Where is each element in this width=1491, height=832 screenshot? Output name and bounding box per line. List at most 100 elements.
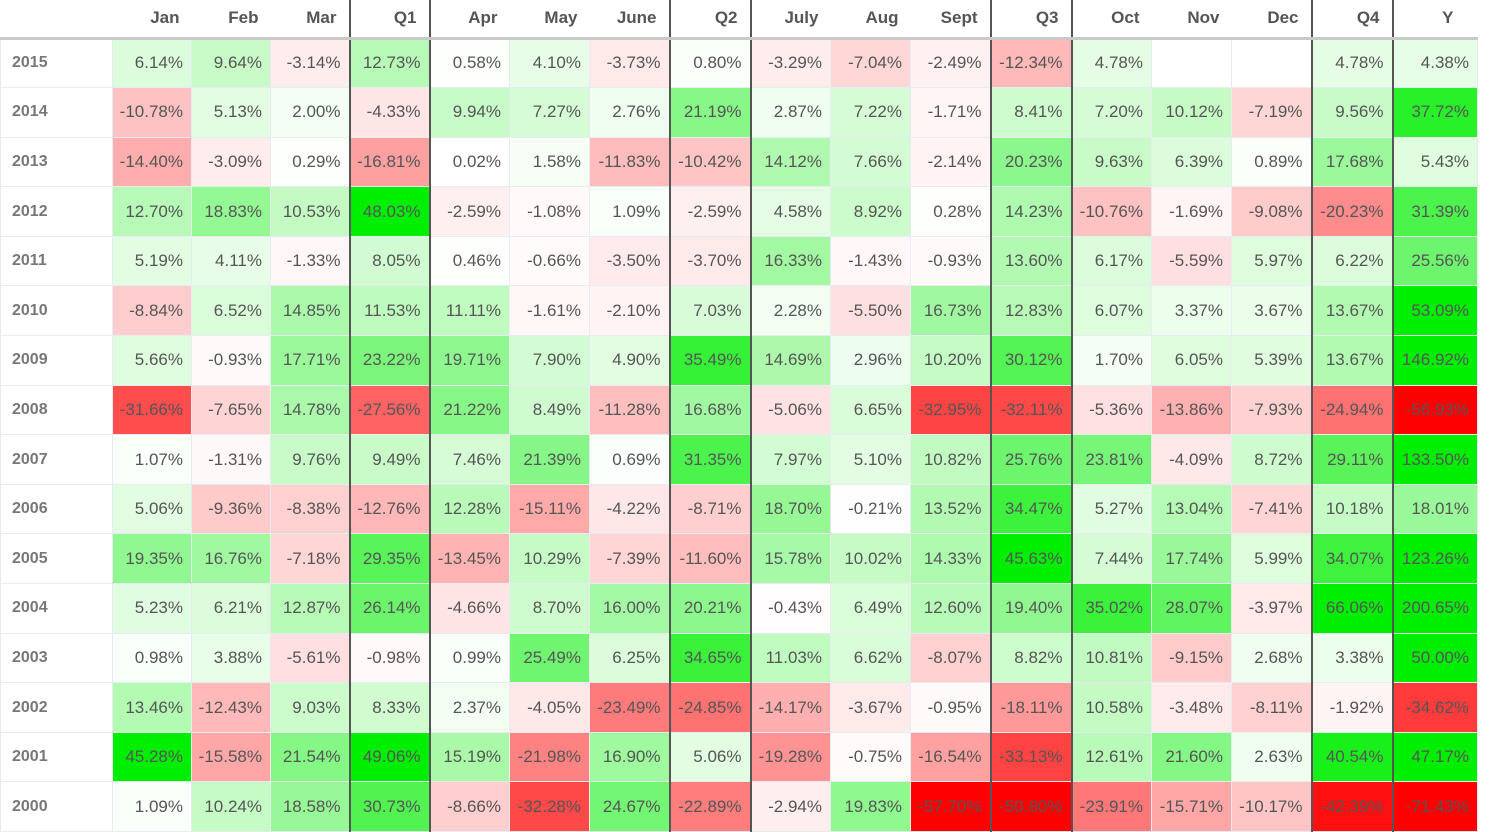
- cell-aug: 6.62%: [830, 632, 911, 684]
- cell-jan: 5.23%: [112, 583, 192, 634]
- cell-aug: 7.66%: [830, 136, 911, 188]
- header-jan[interactable]: Jan: [112, 0, 192, 40]
- cell-aug: -1.43%: [830, 235, 911, 287]
- cell-june: 16.00%: [589, 583, 670, 634]
- cell-july: 18.70%: [749, 483, 831, 535]
- header-nov[interactable]: Nov: [1151, 0, 1232, 40]
- header-q2[interactable]: Q2: [668, 0, 751, 40]
- cell-may: 7.27%: [509, 87, 590, 138]
- table-body: 2015 6.14% 9.64% -3.14% 12.73% 0.58% 4.10% -3.7…: [0, 37, 1478, 832]
- header-mar[interactable]: Mar: [270, 0, 350, 40]
- cell-june: 0.69%: [589, 434, 670, 485]
- cell-sept: 13.52%: [910, 483, 991, 535]
- cell-dec: 8.72%: [1231, 434, 1312, 485]
- cell-q3: 25.76%: [989, 434, 1072, 485]
- cell-q2: -8.71%: [668, 483, 751, 535]
- year-label: 2006: [0, 483, 113, 535]
- header-y[interactable]: Y: [1391, 0, 1478, 40]
- cell-q3: 30.12%: [989, 335, 1072, 386]
- header-feb[interactable]: Feb: [191, 0, 271, 40]
- cell-q1: -0.98%: [348, 632, 430, 684]
- cell-aug: 19.83%: [830, 781, 911, 832]
- cell-q2: 16.68%: [668, 384, 751, 436]
- cell-mar: 18.58%: [270, 781, 350, 832]
- header-q4[interactable]: Q4: [1310, 0, 1393, 40]
- cell-dec: 2.63%: [1231, 731, 1312, 783]
- cell-jan: 1.07%: [112, 434, 192, 485]
- cell-apr: 0.58%: [428, 37, 510, 89]
- cell-q2: 0.80%: [668, 37, 751, 89]
- header-apr[interactable]: Apr: [428, 0, 510, 40]
- cell-may: 25.49%: [509, 632, 590, 684]
- cell-mar: 2.00%: [270, 87, 350, 138]
- cell-aug: 6.65%: [830, 384, 911, 436]
- cell-may: 4.10%: [509, 37, 590, 89]
- cell-mar: -1.33%: [270, 235, 350, 287]
- cell-dec: -7.41%: [1231, 483, 1312, 535]
- cell-june: 24.67%: [589, 781, 670, 832]
- cell-sept: -1.71%: [910, 87, 991, 138]
- table-row: 2007 1.07% -1.31% 9.76% 9.49% 7.46% 21.39% 0.69…: [0, 434, 1478, 485]
- cell-mar: 17.71%: [270, 335, 350, 386]
- cell-feb: -15.58%: [191, 731, 271, 783]
- cell-y: -34.62%: [1391, 682, 1478, 733]
- cell-sept: -0.93%: [910, 235, 991, 287]
- header-june[interactable]: June: [589, 0, 670, 40]
- cell-oct: 5.27%: [1070, 483, 1152, 535]
- header-oct[interactable]: Oct: [1070, 0, 1152, 40]
- cell-q3: 14.23%: [989, 186, 1072, 237]
- cell-sept: -2.14%: [910, 136, 991, 188]
- cell-nov: 28.07%: [1151, 583, 1232, 634]
- cell-sept: -0.95%: [910, 682, 991, 733]
- header-aug[interactable]: Aug: [830, 0, 911, 40]
- cell-apr: 15.19%: [428, 731, 510, 783]
- cell-q3: 20.23%: [989, 136, 1072, 188]
- cell-q3: 8.82%: [989, 632, 1072, 684]
- header-dec[interactable]: Dec: [1231, 0, 1312, 40]
- cell-jan: 5.06%: [112, 483, 192, 535]
- cell-y: 37.72%: [1391, 87, 1478, 138]
- cell-q3: 12.83%: [989, 285, 1072, 337]
- cell-y: 25.56%: [1391, 235, 1478, 287]
- cell-y: 4.38%: [1391, 37, 1478, 89]
- cell-apr: -13.45%: [428, 533, 510, 585]
- cell-aug: -3.67%: [830, 682, 911, 733]
- year-label: 2015: [0, 37, 113, 89]
- cell-sept: 10.82%: [910, 434, 991, 485]
- cell-june: -3.73%: [589, 37, 670, 89]
- cell-oct: 10.58%: [1070, 682, 1152, 733]
- year-label: 2010: [0, 285, 113, 337]
- table-row: 2014 -10.78% 5.13% 2.00% -4.33% 9.94% 7.27% 2.7…: [0, 87, 1478, 138]
- cell-oct: 9.63%: [1070, 136, 1152, 188]
- cell-sept: 12.60%: [910, 583, 991, 634]
- cell-july: -3.29%: [749, 37, 831, 89]
- header-q3[interactable]: Q3: [989, 0, 1072, 40]
- cell-jan: -31.66%: [112, 384, 192, 436]
- table-row: 2005 19.35% 16.76% -7.18% 29.35% -13.45% 10.29…: [0, 533, 1478, 585]
- cell-dec: 2.68%: [1231, 632, 1312, 684]
- cell-q2: -22.89%: [668, 781, 751, 832]
- header-july[interactable]: July: [749, 0, 831, 40]
- cell-may: -4.05%: [509, 682, 590, 733]
- header-may[interactable]: May: [509, 0, 590, 40]
- cell-jan: 13.46%: [112, 682, 192, 733]
- cell-mar: -8.38%: [270, 483, 350, 535]
- year-label: 2013: [0, 136, 113, 188]
- cell-q4: 10.18%: [1310, 483, 1393, 535]
- table-row: 2001 45.28% -15.58% 21.54% 49.06% 15.19% -21.9…: [0, 731, 1478, 783]
- cell-apr: 0.02%: [428, 136, 510, 188]
- header-sept[interactable]: Sept: [910, 0, 991, 40]
- year-label: 2004: [0, 583, 113, 634]
- cell-may: 10.29%: [509, 533, 590, 585]
- cell-apr: 7.46%: [428, 434, 510, 485]
- header-q1[interactable]: Q1: [348, 0, 430, 40]
- cell-sept: -8.07%: [910, 632, 991, 684]
- cell-nov: 13.04%: [1151, 483, 1232, 535]
- cell-q3: -18.11%: [989, 682, 1072, 733]
- cell-feb: -9.36%: [191, 483, 271, 535]
- cell-july: 15.78%: [749, 533, 831, 585]
- cell-jan: 19.35%: [112, 533, 192, 585]
- cell-q1: -4.33%: [348, 87, 430, 138]
- cell-nov: -15.71%: [1151, 781, 1232, 832]
- year-label: 2007: [0, 434, 113, 485]
